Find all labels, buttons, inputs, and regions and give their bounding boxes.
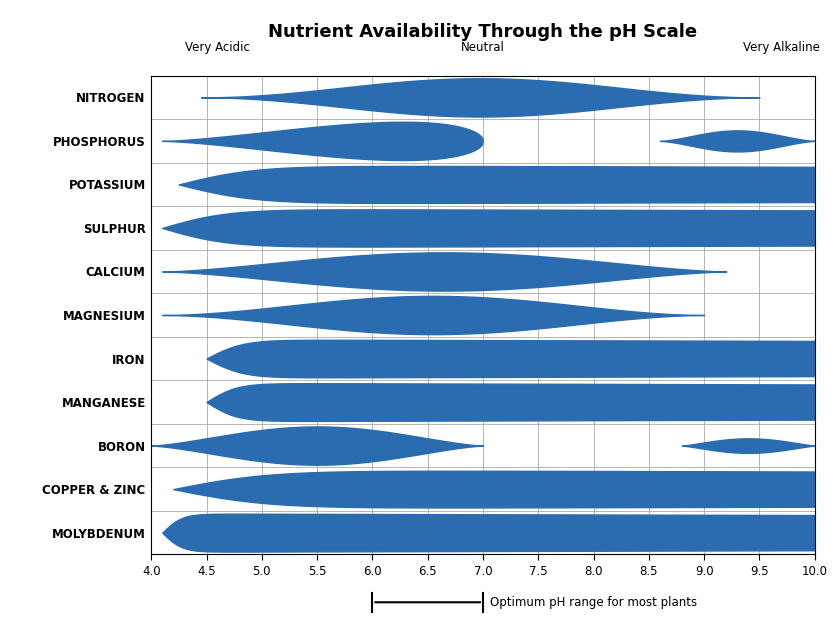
Text: Very Acidic: Very Acidic: [185, 41, 250, 54]
Title: Nutrient Availability Through the pH Scale: Nutrient Availability Through the pH Sca…: [269, 23, 697, 41]
Text: Very Alkaline: Very Alkaline: [743, 41, 820, 54]
Text: Optimum pH range for most plants: Optimum pH range for most plants: [490, 596, 696, 609]
Text: Neutral: Neutral: [461, 41, 505, 54]
